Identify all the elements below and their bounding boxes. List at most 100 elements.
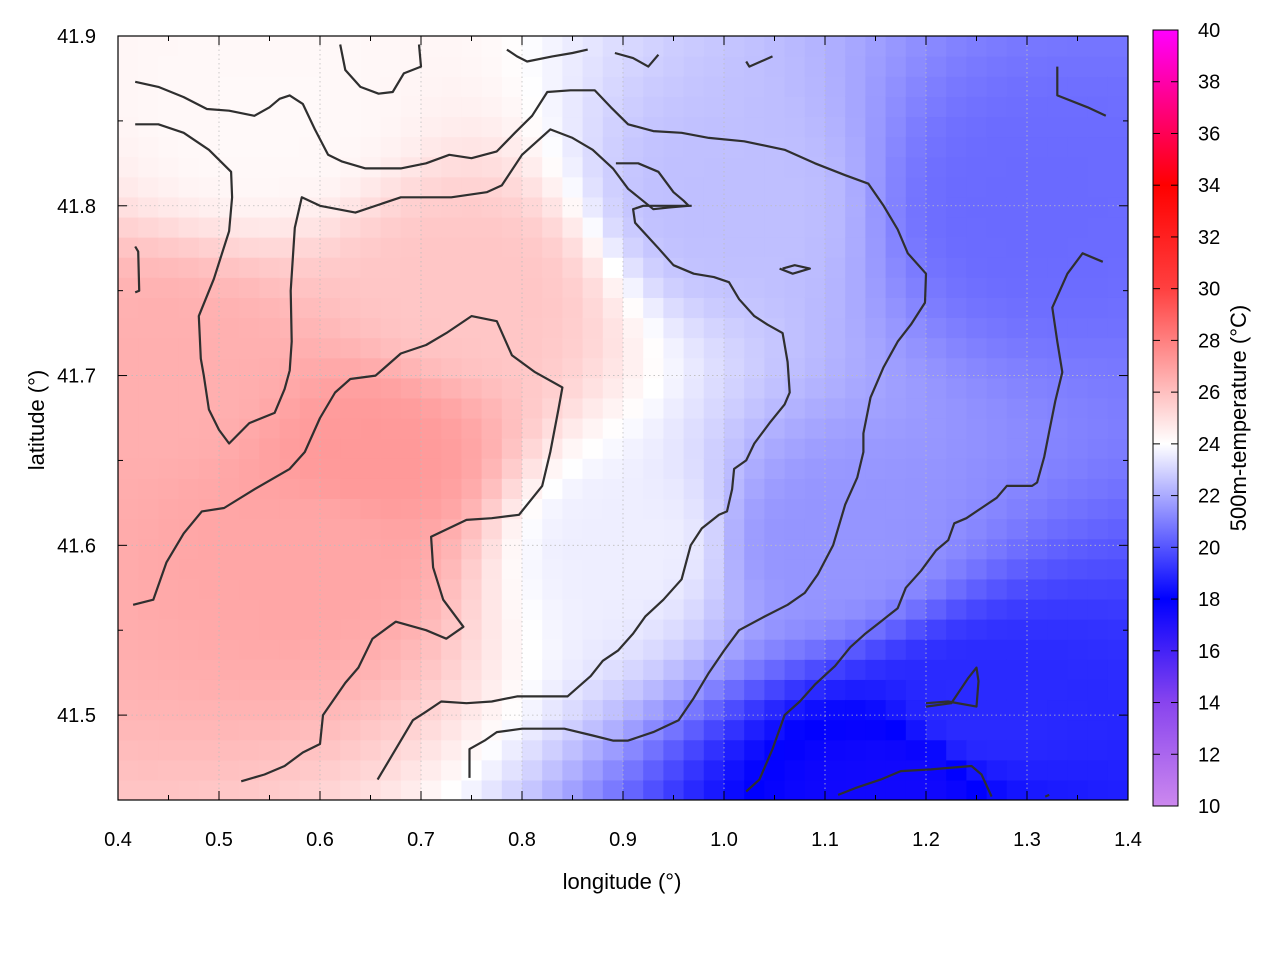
heatmap-cell xyxy=(158,478,180,500)
heatmap-cell xyxy=(542,418,563,439)
heatmap-cell xyxy=(259,578,281,600)
heatmap-cell xyxy=(158,216,180,238)
heatmap-cell xyxy=(1067,679,1089,701)
heatmap-cell xyxy=(724,297,745,319)
heatmap-cell xyxy=(966,317,988,339)
x-tick-label: 0.9 xyxy=(609,829,637,851)
heatmap-cell xyxy=(885,36,907,57)
heatmap-cell xyxy=(986,136,1008,158)
heatmap-cell xyxy=(703,759,725,781)
heatmap-cell xyxy=(582,317,604,339)
heatmap-cell xyxy=(845,257,866,278)
heatmap-cell xyxy=(1006,377,1028,399)
heatmap-cell xyxy=(1107,116,1128,138)
heatmap-cell xyxy=(562,538,584,560)
heatmap-cell xyxy=(340,418,361,439)
heatmap-cell xyxy=(299,578,321,600)
heatmap-cell xyxy=(198,237,220,258)
heatmap-cell xyxy=(138,779,159,800)
heatmap-cell xyxy=(1087,779,1109,800)
heatmap-cell xyxy=(239,176,260,198)
heatmap-cell xyxy=(845,277,866,298)
heatmap-cell xyxy=(986,418,1008,439)
heatmap-cell xyxy=(239,639,260,660)
contour-line xyxy=(134,80,928,778)
heatmap-cell xyxy=(340,498,361,520)
heatmap-cell xyxy=(582,578,604,600)
heatmap-cell xyxy=(845,96,866,118)
heatmap-cell xyxy=(643,719,664,741)
contour-line xyxy=(745,55,773,68)
heatmap-cell xyxy=(219,478,240,500)
heatmap-cell xyxy=(542,639,563,660)
heatmap-cell xyxy=(905,719,927,741)
heatmap-cell xyxy=(643,518,664,540)
heatmap-cell xyxy=(219,558,240,580)
heatmap-cell xyxy=(825,216,846,238)
heatmap-cell xyxy=(602,458,624,479)
heatmap-cell xyxy=(885,779,907,800)
heatmap-cell xyxy=(501,438,523,459)
heatmap-cell xyxy=(623,699,644,721)
heatmap-cell xyxy=(602,216,624,238)
heatmap-cell xyxy=(239,679,260,701)
heatmap-cell xyxy=(905,156,927,178)
heatmap-cell xyxy=(219,297,240,319)
heatmap-cell xyxy=(360,216,382,238)
heatmap-cell xyxy=(158,699,180,721)
heatmap-cell xyxy=(522,639,543,660)
heatmap-cell xyxy=(178,156,200,178)
heatmap-cell xyxy=(845,779,866,800)
heatmap-cell xyxy=(198,478,220,500)
heatmap-cell xyxy=(198,156,220,178)
heatmap-cell xyxy=(340,277,361,298)
heatmap-cell xyxy=(845,418,866,439)
heatmap-cell xyxy=(602,357,624,379)
heatmap-cell xyxy=(582,639,604,660)
heatmap-cell xyxy=(946,56,967,77)
heatmap-cell xyxy=(481,619,503,640)
heatmap-cell xyxy=(279,498,301,520)
heatmap-cell xyxy=(522,659,543,680)
heatmap-cell xyxy=(158,518,180,540)
heatmap-cell xyxy=(724,76,745,97)
heatmap-cell xyxy=(1027,438,1048,459)
heatmap-cell xyxy=(118,357,139,379)
heatmap-cell xyxy=(764,639,786,660)
heatmap-cell xyxy=(279,116,301,138)
heatmap-cell xyxy=(118,578,139,600)
heatmap-cell xyxy=(966,297,988,319)
heatmap-cell xyxy=(219,679,240,701)
heatmap-cell xyxy=(804,96,826,118)
heatmap-cell xyxy=(501,196,523,218)
heatmap-cell xyxy=(905,619,927,640)
heatmap-cell xyxy=(198,196,220,218)
heatmap-cell xyxy=(1087,639,1109,660)
heatmap-cell xyxy=(946,418,967,439)
heatmap-cell xyxy=(501,598,523,620)
heatmap-cell xyxy=(946,759,967,781)
heatmap-cell xyxy=(320,518,341,540)
heatmap-cell xyxy=(744,759,765,781)
heatmap-cell xyxy=(501,699,523,721)
heatmap-cell xyxy=(724,558,745,580)
heatmap-cell xyxy=(744,257,765,278)
heatmap-cell xyxy=(239,558,260,580)
colorbar-tick-label: 38 xyxy=(1198,72,1220,94)
heatmap-cell xyxy=(198,216,220,238)
heatmap-cell xyxy=(1107,779,1128,800)
heatmap-cell xyxy=(279,337,301,359)
heatmap-cell xyxy=(522,317,543,339)
heatmap-cell xyxy=(1006,76,1028,97)
heatmap-cell xyxy=(501,176,523,198)
heatmap-cell xyxy=(865,639,887,660)
heatmap-cell xyxy=(663,458,685,479)
heatmap-cell xyxy=(279,518,301,540)
heatmap-cell xyxy=(441,779,462,800)
heatmap-cell xyxy=(118,216,139,238)
heatmap-cell xyxy=(118,458,139,479)
colorbar-tick-label: 10 xyxy=(1198,796,1220,818)
heatmap-cell xyxy=(804,317,826,339)
heatmap-cell xyxy=(885,277,907,298)
heatmap-cell xyxy=(885,76,907,97)
